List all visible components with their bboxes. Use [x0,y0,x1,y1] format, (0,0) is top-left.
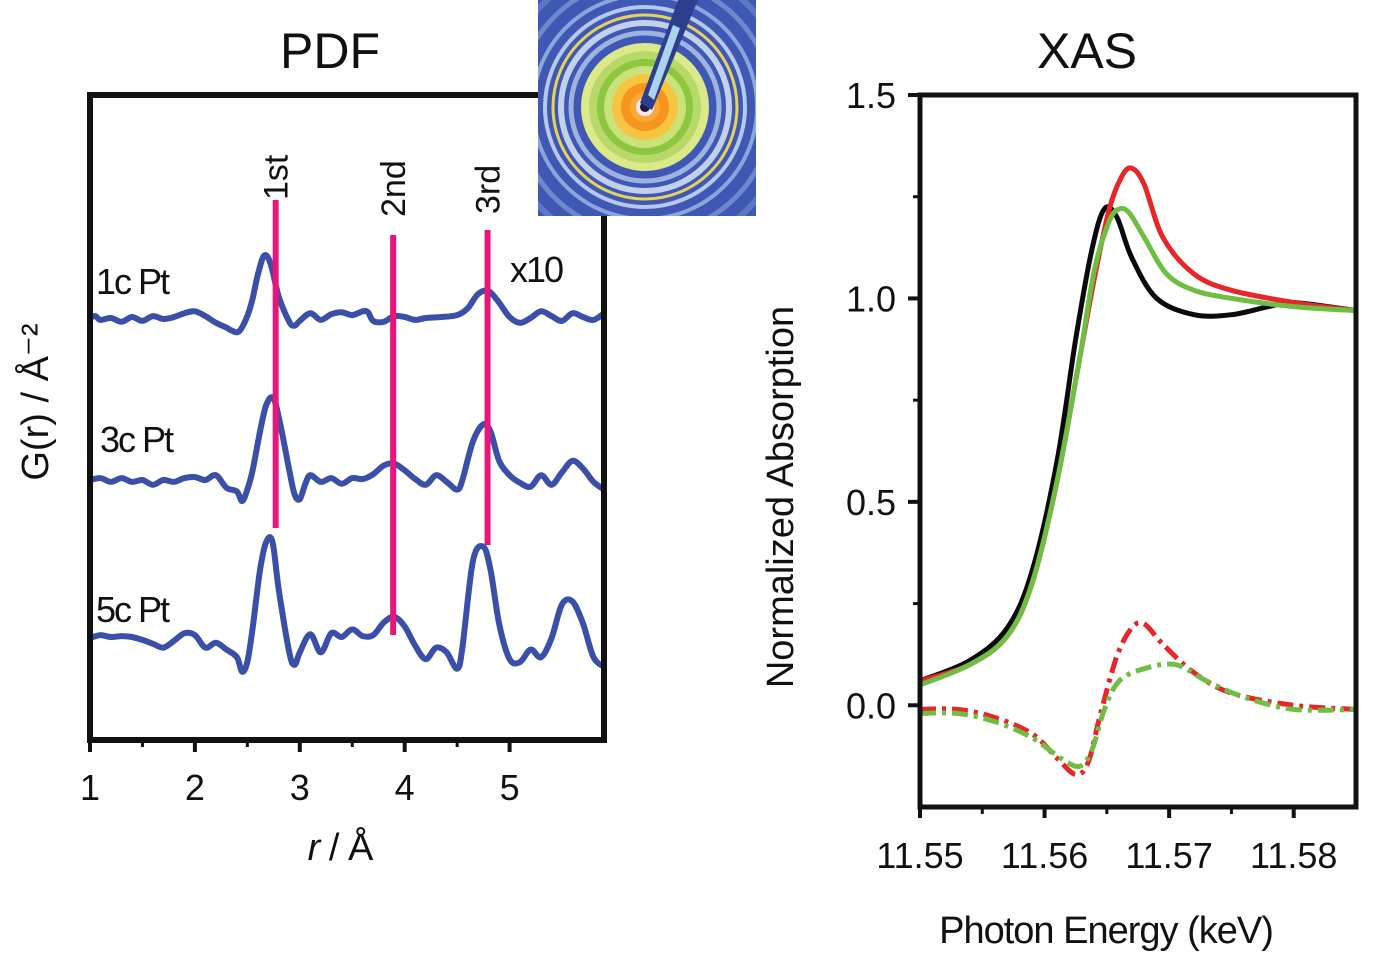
pdf-x-tick-label: 4 [395,767,415,808]
xas-traces [919,165,1357,778]
xas-trace-difference-green [919,661,1357,770]
pdf-traces [87,252,607,675]
pdf-trace-5c-pt [87,534,607,675]
xas-plot-frame [917,92,1359,810]
pdf-trace-3c-pt [87,394,607,505]
xas-panel: XAS 11.55 11.56 11.57 11.58 0.0 0.5 1.0 1.5 No… [760,23,1359,952]
pdf-sample-label-1c: 1c Pt [96,261,170,302]
shell-label-3rd: 3rd [470,165,508,214]
pdf-x-tick-label: 5 [500,767,520,808]
xas-trace-green [919,205,1357,688]
pdf-x-axis: 1 2 3 4 5 [80,740,520,808]
xas-y-axis: 0.0 0.5 1.0 1.5 [846,75,920,726]
xas-trace-difference-red [919,620,1357,778]
xas-y-tick-label: 0.5 [846,482,896,523]
xas-x-axis: 11.55 11.56 11.57 11.58 [876,807,1337,876]
xas-x-axis-label: Photon Energy (keV) [939,910,1273,952]
xas-y-tick-label: 1.0 [846,278,896,319]
pdf-x-tick-label: 1 [80,767,100,808]
xas-trace-black [919,204,1357,684]
pdf-x-tick-label: 2 [185,767,205,808]
pdf-sample-label-5c: 5c Pt [96,589,170,630]
pdf-panel: PDF 1st 2nd 3rd 1 2 3 4 5 1c Pt 3c Pt 5c Pt x1… [13,23,607,869]
xas-x-tick-label: 11.56 [1001,835,1088,876]
pdf-trace-1c-pt [87,252,607,336]
xas-x-tick-label: 11.57 [1125,835,1212,876]
pdf-shell-markers: 1st 2nd 3rd [258,154,508,635]
pdf-sample-label-3c: 3c Pt [100,419,174,460]
xas-x-tick-label: 11.58 [1250,835,1337,876]
pdf-y-axis-label: G(r) / Å⁻² [13,323,57,480]
xas-y-tick-label: 0.0 [846,685,896,726]
shell-label-1st: 1st [258,154,296,200]
xas-title: XAS [1037,23,1137,79]
diffraction-pattern-image [538,0,756,216]
pdf-plot-frame [87,92,607,743]
pdf-title: PDF [280,23,380,79]
xas-trace-red [919,165,1357,684]
xas-x-tick-label: 11.55 [876,835,963,876]
shell-label-2nd: 2nd [375,160,413,217]
pdf-x-tick-label: 3 [290,767,310,808]
xas-y-axis-label: Normalized Absorption [760,306,802,688]
pdf-scale-note: x10 [510,249,563,290]
xas-y-tick-label: 1.5 [846,75,896,116]
pdf-x-axis-label: r / Å [308,825,374,869]
